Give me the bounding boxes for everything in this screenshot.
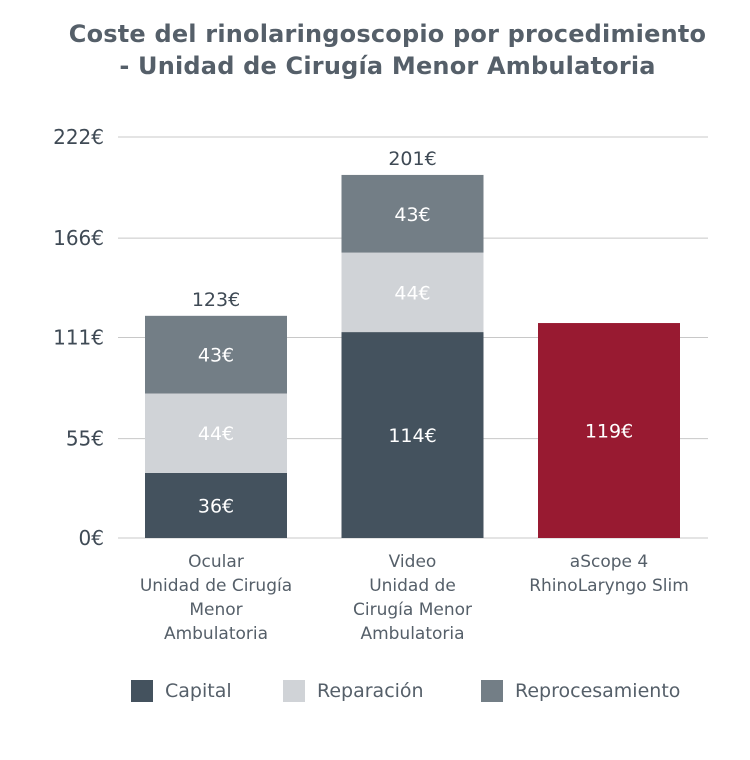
x-category-label: RhinoLaryngo Slim [529, 576, 689, 596]
legend-2: Reparación [283, 678, 424, 704]
legend-swatch-reparacion [283, 680, 305, 702]
legend-3: Reprocesamiento [481, 678, 680, 704]
bars: 36€ 44€ 43€ 123€ 114€ 44€ 43€ 201€ 119€ [145, 148, 680, 538]
legend-swatch-reprocesamiento [481, 680, 503, 702]
legend-swatch-capital [131, 680, 153, 702]
x-category-label: Unidad de [369, 576, 456, 596]
legend-item-reprocesamiento: Reprocesamiento [481, 680, 680, 702]
chart-title: Coste del rinolaringoscopio por procedim… [0, 18, 750, 82]
legend-item-capital: Capital [131, 680, 232, 702]
y-tick-label: 0€ [79, 526, 104, 550]
legend-label-reprocesamiento: Reprocesamiento [515, 680, 681, 702]
x-category-label: Cirugía Menor [353, 600, 472, 620]
x-category-label: aScope 4 [570, 552, 648, 572]
bar-segment [145, 315, 287, 394]
segment-value-label: 114€ [388, 425, 436, 447]
legend-label-capital: Capital [165, 680, 232, 702]
bar-chart: 0€ 55€ 111€ 166€ 222€ 36€ 44€ 43€ 123€ 114€ 44€ 43… [53, 125, 708, 644]
bar-segment [341, 332, 484, 538]
segment-value-label: 119€ [585, 421, 633, 443]
y-tick-label: 111€ [53, 326, 104, 350]
bar-segment [538, 323, 680, 538]
x-category-label: Ambulatoria [360, 624, 464, 644]
segment-value-label: 43€ [394, 204, 430, 226]
chart-title-line-1: Coste del rinolaringoscopio por procedim… [68, 20, 707, 48]
bar-segment [145, 472, 287, 538]
total-value-label: 123€ [192, 289, 240, 311]
legend-label-reparacion: Reparación [317, 680, 424, 702]
bar-segment [341, 174, 484, 253]
y-axis: 0€ 55€ 111€ 166€ 222€ [53, 125, 104, 550]
legend: Capital [131, 678, 232, 704]
y-tick-label: 55€ [66, 427, 104, 451]
x-axis: Ocular Unidad de Cirugía Menor Ambulatoria V… [140, 552, 689, 644]
bar-segment [145, 393, 287, 473]
segment-value-label: 44€ [198, 423, 234, 445]
x-category-label: Menor [189, 600, 242, 620]
bar-segment [341, 252, 484, 333]
x-category-label: Ambulatoria [164, 624, 268, 644]
y-tick-label: 222€ [53, 125, 104, 149]
y-tick-label: 166€ [53, 226, 104, 250]
legend-item-reparacion: Reparación [283, 680, 424, 702]
x-category-label: Unidad de Cirugía [140, 576, 292, 596]
x-category-label: Ocular [188, 552, 244, 572]
total-value-label: 201€ [388, 148, 436, 170]
segment-value-label: 43€ [198, 345, 234, 367]
x-category-label: Video [389, 552, 437, 572]
segment-value-label: 36€ [198, 495, 234, 517]
chart-title-line-2: - Unidad de Cirugía Menor Ambulatoria [119, 52, 656, 80]
segment-value-label: 44€ [394, 282, 430, 304]
